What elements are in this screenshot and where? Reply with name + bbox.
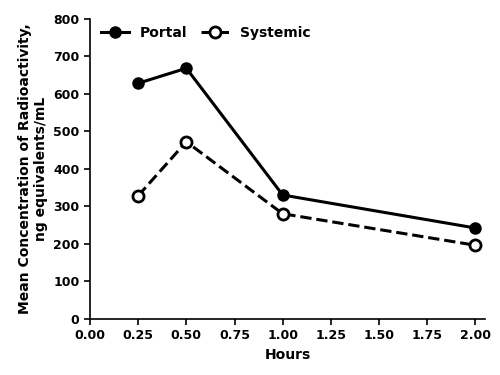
Line: Portal: Portal (132, 63, 481, 234)
Systemic (280, 211, 285, 216)
Systemic (184, 140, 190, 144)
Y-axis label: Mean Concentration of Radioactivity,
ng equivalents/mL: Mean Concentration of Radioactivity, ng … (18, 23, 48, 314)
Systemic (135, 194, 141, 198)
Portal (280, 193, 285, 197)
Portal (184, 66, 190, 70)
Systemic (472, 243, 478, 248)
Legend: Portal, Systemic: Portal, Systemic (101, 26, 310, 40)
Portal (472, 226, 478, 230)
Portal (135, 81, 141, 86)
X-axis label: Hours: Hours (264, 348, 310, 362)
Line: Systemic: Systemic (132, 136, 481, 251)
